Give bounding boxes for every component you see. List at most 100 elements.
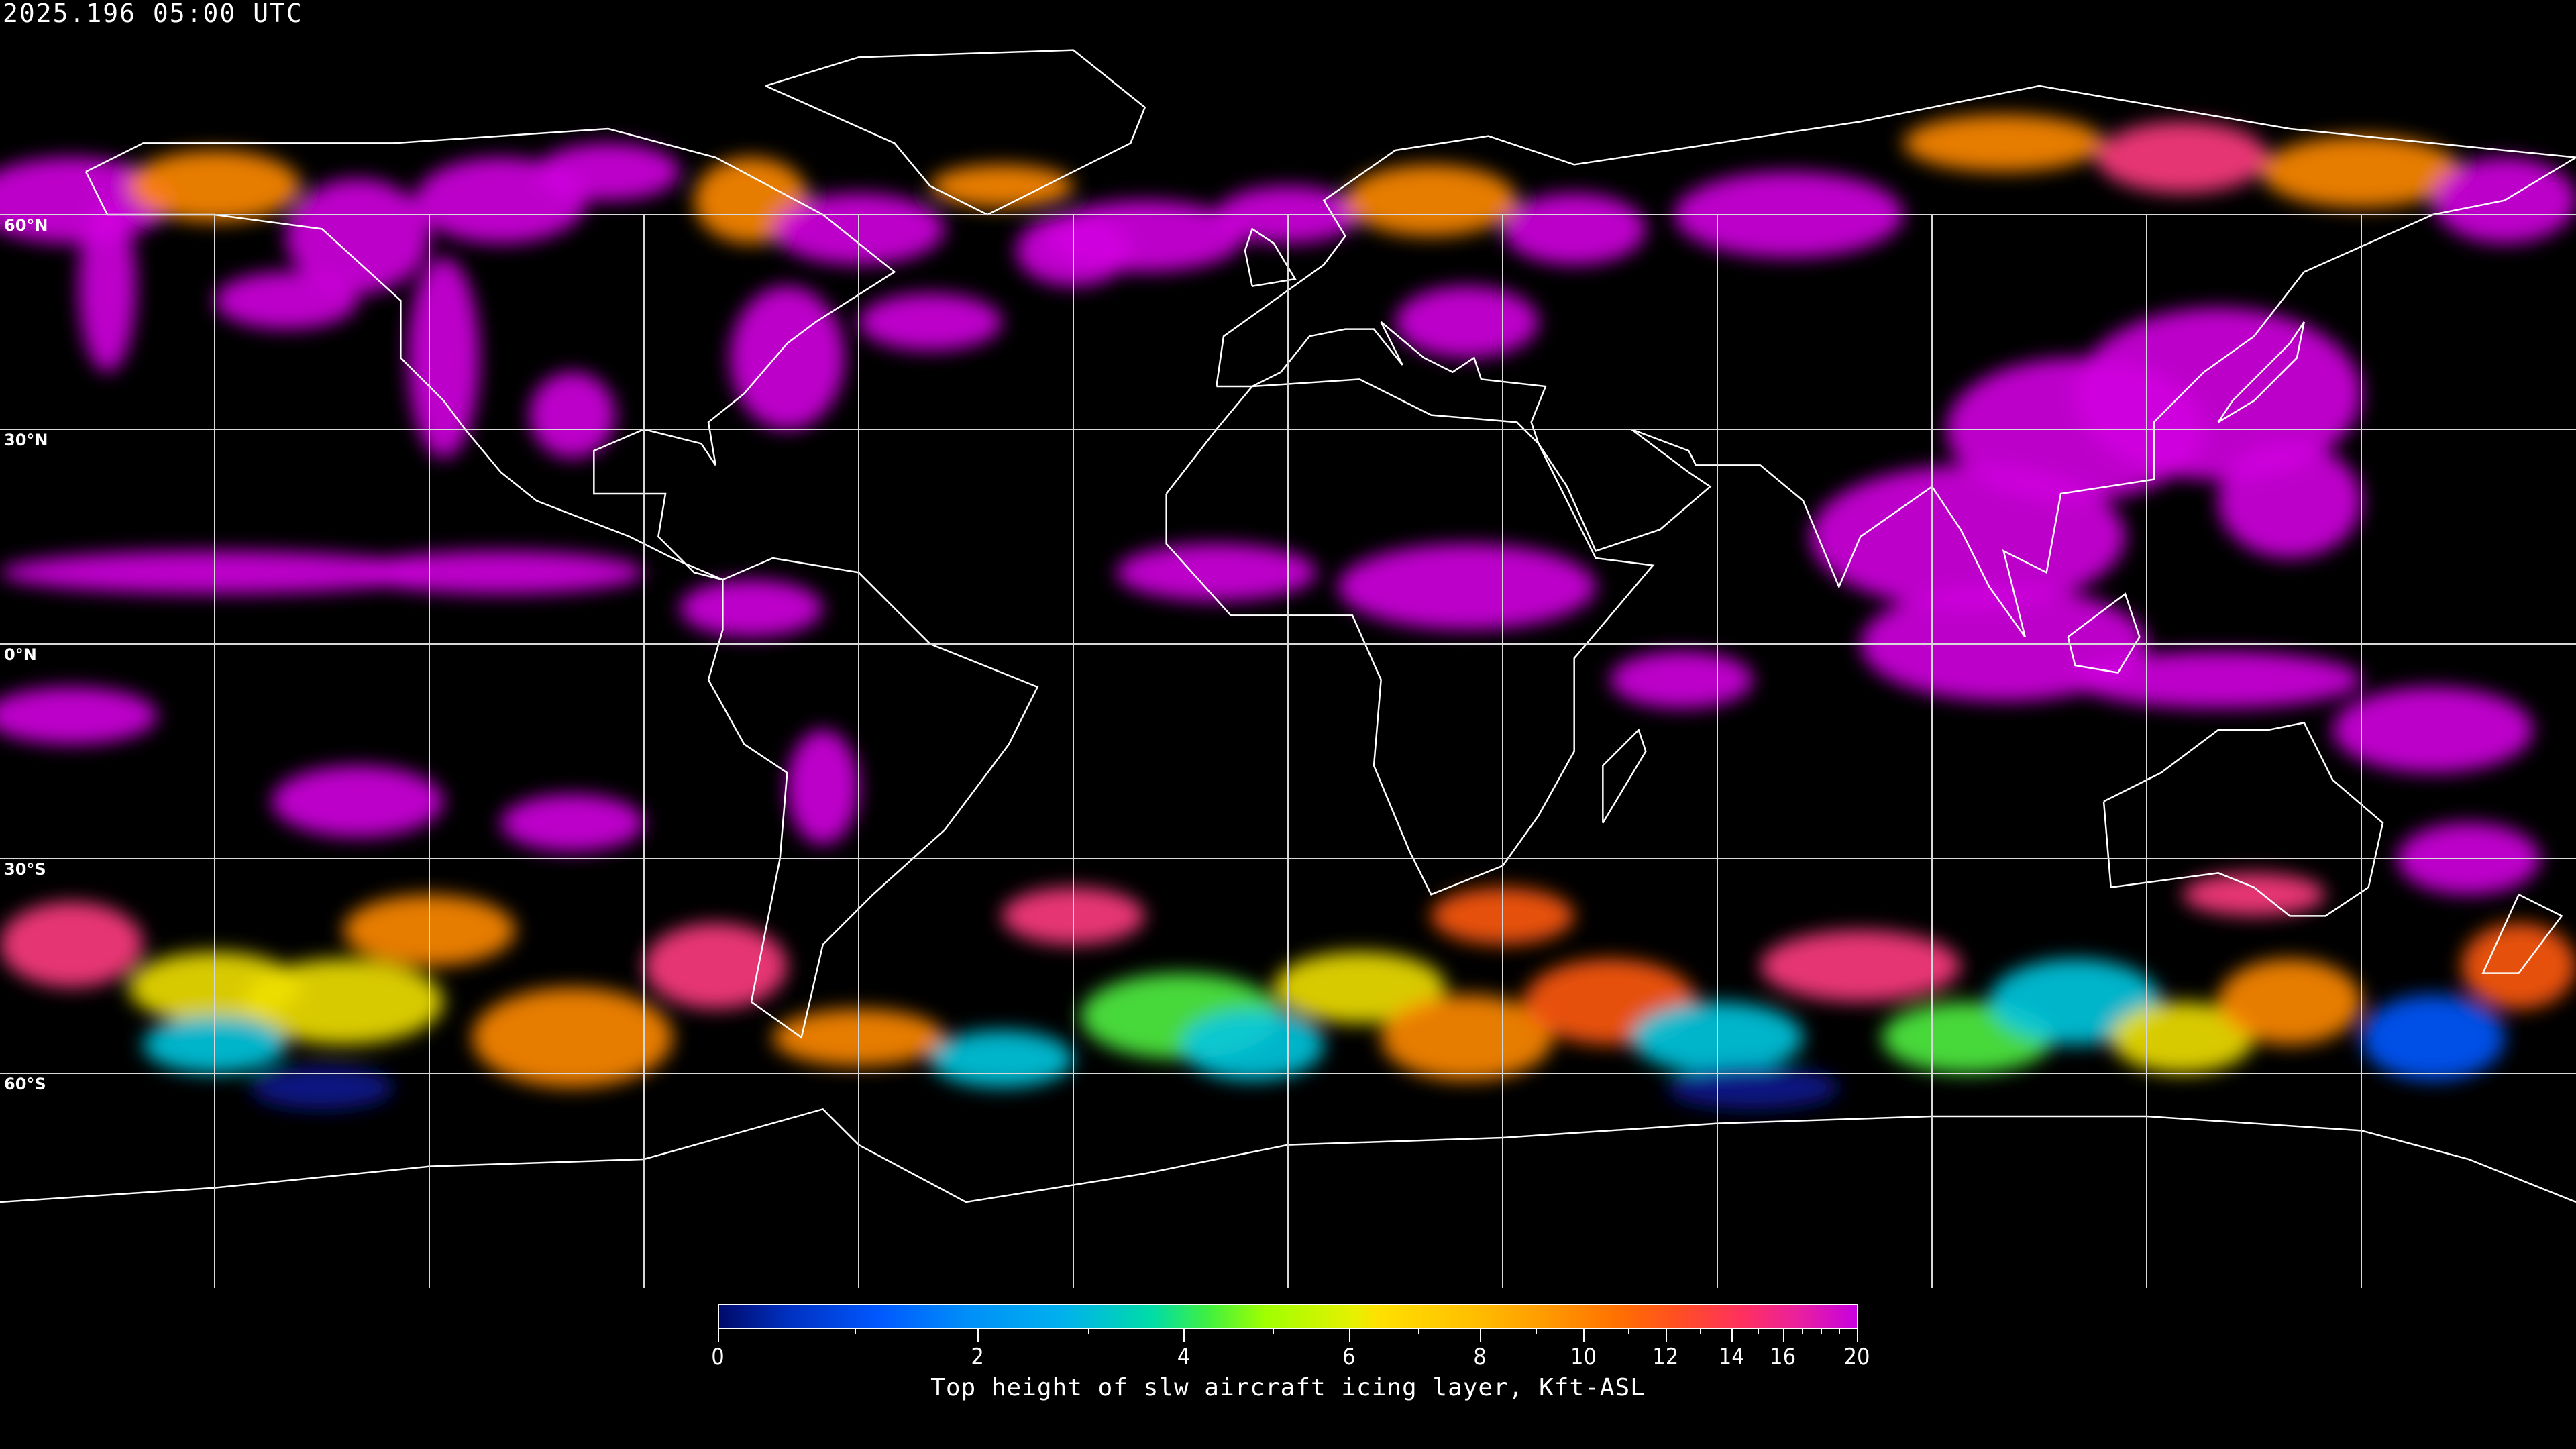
colorbar-tick-label: 20 [1843, 1344, 1870, 1371]
icing-cloud [1667, 1066, 1839, 1110]
coastline-madagascar [1602, 728, 1647, 824]
icing-cloud [2182, 873, 2326, 916]
coastline-north-america [85, 127, 896, 581]
lat-label-0n: 0°N [4, 645, 37, 664]
icing-cloud [787, 729, 859, 845]
colorbar-tick [1802, 1329, 1804, 1334]
colorbar-tick-label: 14 [1718, 1344, 1745, 1371]
colorbar-tick [1183, 1329, 1185, 1342]
coastline-australia [2102, 721, 2384, 917]
coastline-borneo [2067, 592, 2141, 674]
icing-cloud [2261, 136, 2462, 208]
icing-cloud [536, 143, 680, 201]
graticule [0, 214, 2576, 1288]
colorbar-tick-label: 12 [1652, 1344, 1679, 1371]
colorbar-tick [1536, 1329, 1538, 1334]
colorbar-tick [1348, 1329, 1350, 1342]
icing-cloud [1345, 164, 1517, 237]
icing-cloud [1381, 994, 1553, 1081]
icing-cloud [529, 372, 616, 458]
colorbar-tick [1627, 1329, 1629, 1334]
colorbar-tick [977, 1329, 979, 1342]
icing-cloud [286, 178, 430, 294]
icing-cloud [1273, 951, 1446, 1024]
colorbar-title: Top height of slw aircraft icing layer, … [930, 1374, 1646, 1401]
icing-cloud [1116, 543, 1317, 602]
colorbar [718, 1304, 1858, 1329]
colorbar-tick-label: 4 [1177, 1344, 1191, 1371]
icing-cloud [2218, 443, 2362, 559]
icing-cloud [1760, 930, 1961, 1002]
colorbar-tick [718, 1329, 719, 1342]
lat-label-30s: 30°S [4, 860, 46, 879]
colorbar-tick-label: 16 [1770, 1344, 1796, 1371]
icing-cloud [1180, 1008, 1324, 1081]
colorbar-tick-label: 2 [971, 1344, 984, 1371]
lat-label-60s: 60°S [4, 1075, 46, 1093]
coastline-eurasia [1216, 85, 2576, 638]
coastline-south-america [707, 557, 1039, 1039]
colorbar-tick [1857, 1329, 1858, 1342]
icing-cloud [243, 959, 444, 1045]
lat-label-60n: 60°N [4, 216, 48, 235]
colorbar-ticks: 0 2 4 6 8 10 12 14 16 20 [711, 1329, 1870, 1376]
icing-cloud [0, 687, 158, 745]
icing-cloud [930, 1030, 1074, 1088]
icing-cloud [0, 157, 172, 244]
icing-cloud [472, 987, 673, 1088]
colorbar-tick [1583, 1329, 1585, 1342]
icing-cloud-layer [0, 114, 2576, 1110]
colorbar-tick [1665, 1329, 1667, 1342]
icing-cloud [1609, 651, 1754, 709]
icing-cloud [214, 272, 358, 329]
icing-cloud [250, 1066, 394, 1110]
icing-cloud [2461, 923, 2576, 1010]
coastlines [0, 49, 2576, 1203]
timestamp-label: 2025.196 05:00 UTC [3, 0, 303, 28]
coastline-japan [2217, 321, 2305, 423]
icing-cloud [2332, 686, 2534, 773]
colorbar-tick-label: 6 [1342, 1344, 1356, 1371]
icing-cloud [1903, 114, 2104, 172]
icing-cloud [1395, 286, 1539, 358]
colorbar-tick-label: 8 [1473, 1344, 1487, 1371]
icing-cloud [407, 257, 480, 458]
icing-cloud [272, 765, 444, 838]
icing-cloud [680, 579, 823, 637]
icing-cloud [858, 293, 1002, 351]
icing-cloud [78, 200, 136, 372]
icing-cloud [2096, 121, 2269, 194]
icing-cloud [500, 794, 645, 852]
lat-label-30n: 30°N [4, 431, 48, 449]
icing-cloud [128, 150, 301, 222]
coastline-new-zealand [2481, 894, 2563, 974]
colorbar-tick [1820, 1329, 1822, 1334]
icing-cloud [358, 551, 645, 594]
colorbar-tick [1838, 1329, 1840, 1334]
colorbar-tick [1758, 1329, 1760, 1334]
icing-cloud [1502, 193, 1646, 265]
coastline-greenland [765, 49, 1146, 216]
coastline-antarctica [0, 1108, 2576, 1203]
icing-cloud [0, 902, 144, 988]
colorbar-tick [1418, 1329, 1420, 1334]
colorbar-tick-label: 10 [1570, 1344, 1597, 1371]
colorbar-tick [1479, 1329, 1481, 1342]
icing-cloud [2361, 994, 2505, 1081]
icing-cloud [2218, 959, 2362, 1045]
icing-cloud [643, 922, 788, 1010]
colorbar-tick [1782, 1329, 1784, 1342]
coastline-africa [1165, 378, 1655, 896]
icing-cloud [1338, 543, 1596, 630]
icing-cloud [1810, 465, 2126, 608]
colorbar-tick [1272, 1329, 1274, 1334]
icing-cloud [2075, 651, 2362, 709]
colorbar-tick [854, 1329, 856, 1334]
icing-cloud [729, 286, 845, 430]
colorbar-tick [1087, 1329, 1089, 1334]
icing-cloud [930, 164, 1074, 208]
colorbar-tick [1731, 1329, 1733, 1342]
icing-map [0, 49, 2576, 1288]
colorbar-tick-label: 0 [711, 1344, 724, 1371]
colorbar-tick [1699, 1329, 1701, 1334]
